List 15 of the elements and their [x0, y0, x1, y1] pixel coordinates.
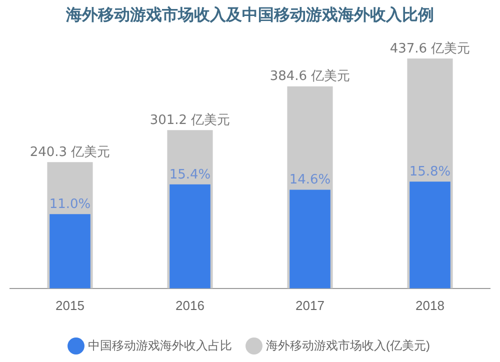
data-label: 301.2 亿美元 — [150, 112, 230, 128]
legend-label: 海外移动游戏市场收入(亿美元) — [266, 338, 430, 352]
x-tick-label: 2018 — [416, 298, 444, 313]
data-label: 15.4% — [169, 167, 211, 182]
legend-label: 中国移动游戏海外收入占比 — [88, 338, 232, 352]
data-label: 11.0% — [49, 196, 91, 212]
x-tick-label: 2015 — [56, 298, 84, 313]
data-label: 240.3 亿美元 — [30, 144, 110, 160]
data-label: 14.6% — [289, 172, 331, 188]
data-label: 384.6 亿美元 — [270, 68, 350, 84]
chart-title: 海外移动游戏市场收入及中国移动游戏海外收入比例 — [65, 4, 435, 26]
data-label: 437.6 亿美元 — [390, 40, 470, 56]
x-tick-label: 2016 — [176, 298, 204, 313]
x-tick-label: 2017 — [296, 298, 324, 313]
data-label: 15.8% — [409, 164, 451, 180]
